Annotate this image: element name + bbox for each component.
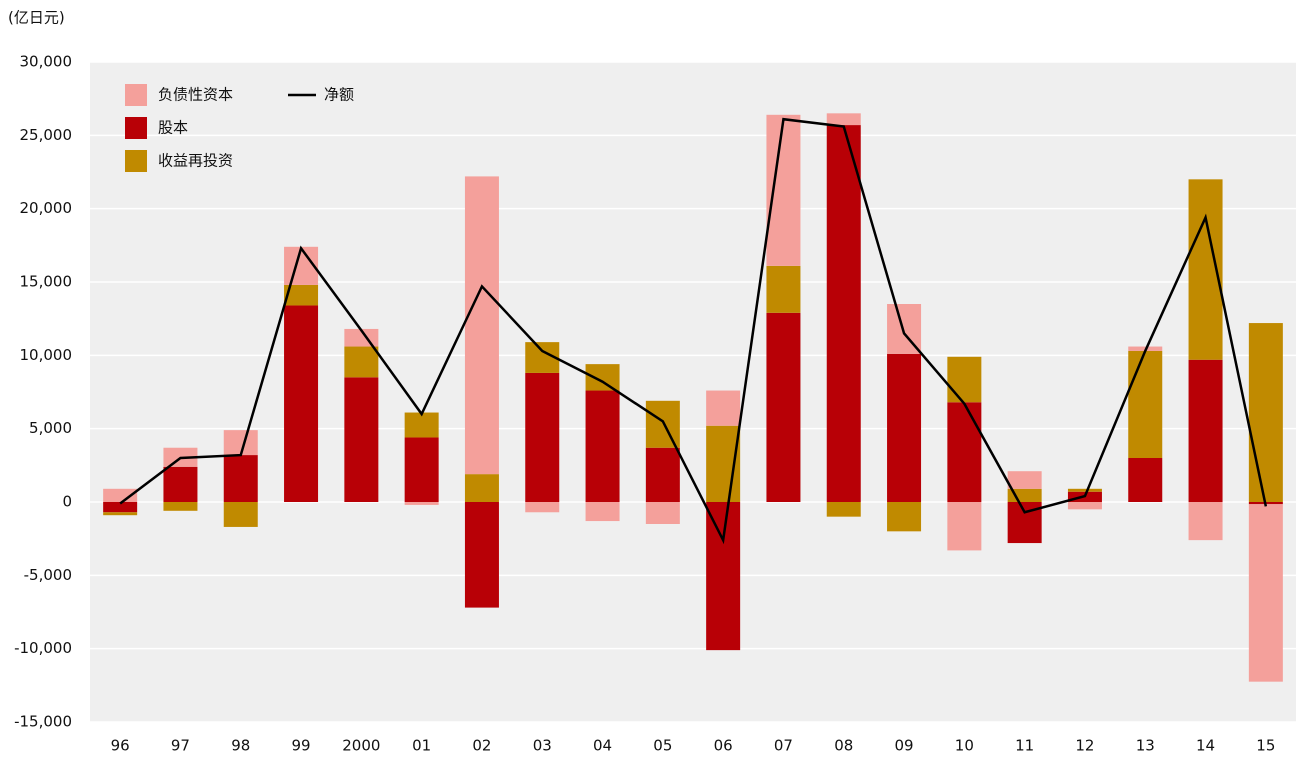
bar: [464, 502, 499, 608]
x-tick-label: 02: [472, 737, 491, 755]
y-tick-label: 10,000: [20, 346, 73, 364]
legend-swatch: [125, 117, 147, 139]
x-tick-label: 12: [1075, 737, 1094, 755]
bar: [163, 466, 198, 502]
bar: [706, 390, 741, 426]
bar: [645, 447, 680, 502]
bar: [1248, 323, 1283, 502]
bar: [404, 437, 439, 502]
bar: [525, 372, 560, 502]
bar: [947, 402, 982, 502]
y-tick-label: -15,000: [14, 713, 72, 731]
y-tick-label: -10,000: [14, 639, 72, 657]
x-tick-label: 15: [1256, 737, 1275, 755]
bar: [645, 502, 680, 524]
x-tick-label: 99: [292, 737, 311, 755]
bar: [525, 502, 560, 513]
bar: [103, 512, 138, 516]
bar: [464, 474, 499, 502]
y-tick-label: 5,000: [29, 419, 72, 437]
bar: [585, 390, 620, 502]
y-tick-label: -5,000: [24, 566, 72, 584]
x-tick-label: 08: [834, 737, 853, 755]
x-tick-label: 11: [1015, 737, 1034, 755]
x-tick-label: 13: [1136, 737, 1155, 755]
bar: [103, 488, 138, 502]
x-tick-label: 97: [171, 737, 190, 755]
bar: [645, 400, 680, 448]
bar: [1128, 350, 1163, 458]
bar: [585, 364, 620, 391]
bar: [344, 346, 379, 378]
x-tick-label: 96: [111, 737, 130, 755]
bar: [585, 502, 620, 522]
legend-label: 负债性资本: [158, 86, 233, 104]
bar: [1067, 488, 1102, 492]
bar: [103, 502, 138, 513]
bar: [766, 265, 801, 313]
bar: [1007, 471, 1042, 489]
bar: [464, 176, 499, 475]
bar: [284, 246, 319, 285]
legend-label: 收益再投资: [158, 152, 233, 170]
bar: [826, 125, 861, 503]
bar: [1188, 502, 1223, 541]
bar: [1067, 502, 1102, 510]
bar: [706, 502, 741, 651]
x-tick-label: 09: [895, 737, 914, 755]
plot-background: [90, 62, 1296, 722]
y-tick-label: 20,000: [20, 199, 73, 217]
bar: [826, 113, 861, 126]
x-tick-label: 01: [412, 737, 431, 755]
bar: [887, 502, 922, 532]
bar: [887, 353, 922, 502]
x-tick-label: 03: [533, 737, 552, 755]
y-tick-label: 15,000: [20, 273, 73, 291]
x-tick-label: 06: [714, 737, 733, 755]
bar: [947, 356, 982, 403]
bar: [766, 312, 801, 502]
bar: [223, 455, 258, 502]
y-tick-label: 0: [62, 493, 72, 511]
bar: [404, 412, 439, 438]
x-tick-label: 05: [653, 737, 672, 755]
bar: [344, 377, 379, 502]
bar: [163, 502, 198, 511]
legend-swatch: [125, 150, 147, 172]
bar: [284, 305, 319, 502]
x-tick-label: 2000: [342, 737, 380, 755]
legend-swatch: [125, 84, 147, 106]
bar: [1128, 458, 1163, 502]
x-tick-label: 04: [593, 737, 612, 755]
bar: [284, 284, 319, 306]
bar: [947, 502, 982, 551]
bar: [223, 502, 258, 527]
unit-label: (亿日元): [8, 9, 65, 27]
x-tick-label: 07: [774, 737, 793, 755]
y-tick-label: 25,000: [20, 126, 73, 144]
x-tick-label: 14: [1196, 737, 1215, 755]
bar: [1248, 504, 1283, 682]
x-tick-label: 98: [231, 737, 250, 755]
legend-label: 净额: [324, 86, 354, 104]
bar: [404, 502, 439, 505]
bar: [766, 114, 801, 266]
bar: [1188, 359, 1223, 502]
x-tick-label: 10: [955, 737, 974, 755]
bar: [826, 502, 861, 517]
y-tick-label: 30,000: [20, 53, 73, 71]
legend-label: 股本: [158, 119, 188, 137]
net-line: [119, 117, 1268, 545]
